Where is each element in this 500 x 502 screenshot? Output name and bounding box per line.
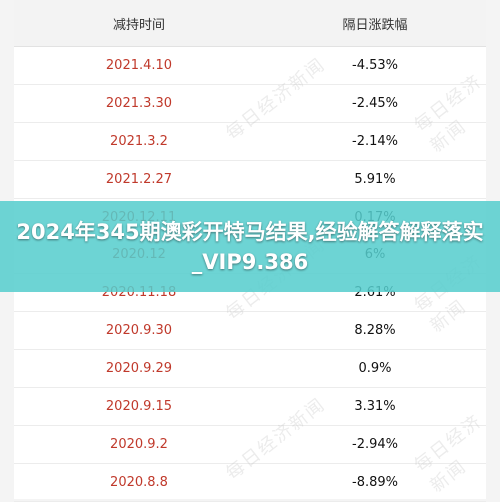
table-row: 2021.3.30 -2.45% <box>14 85 486 123</box>
date-cell: 2021.3.2 <box>110 133 168 149</box>
change-cell: 8.28% <box>354 323 396 339</box>
date-cell: 2020.9.15 <box>105 398 173 414</box>
banner-text: 2024年345期澳彩开特马结果,经验解答解释落实_VIP9.386 <box>16 219 484 274</box>
date-cell: 2020.8.8 <box>110 474 168 490</box>
header-change: 隔日涨跌幅 <box>342 17 408 33</box>
table-row: 2021.4.10 -4.53% <box>14 47 486 85</box>
change-cell: -2.14% <box>352 133 398 149</box>
change-cell: 5.91% <box>354 171 396 187</box>
table-row: 2021.2.27 5.91% <box>14 161 486 199</box>
change-cell: -8.89% <box>352 474 398 490</box>
title-banner: 2024年345期澳彩开特马结果,经验解答解释落实_VIP9.386 <box>0 201 500 292</box>
date-cell: 2021.4.10 <box>105 57 173 73</box>
table-row: 2020.9.30 8.28% <box>14 312 486 351</box>
table-header: 减持时间 隔日涨跌幅 <box>14 0 486 47</box>
date-cell: 2020.9.2 <box>110 436 168 452</box>
table-row: 2020.9.29 0.9% <box>14 350 486 389</box>
header-date: 减持时间 <box>112 17 165 33</box>
date-cell: 2021.3.30 <box>105 95 173 111</box>
change-cell: 0.9% <box>358 361 392 377</box>
table-row: 2020.8.8 -8.89% <box>14 464 486 502</box>
table-row: 2020.9.15 3.31% <box>14 388 486 426</box>
change-cell: -2.45% <box>352 95 398 111</box>
change-cell: -2.94% <box>352 436 398 452</box>
date-cell: 2020.9.29 <box>105 361 173 377</box>
date-cell: 2021.2.27 <box>105 171 173 187</box>
change-cell: -4.53% <box>352 57 398 73</box>
date-cell: 2020.9.30 <box>105 323 173 339</box>
change-cell: 3.31% <box>354 398 396 414</box>
table-row: 2020.9.2 -2.94% <box>14 426 486 464</box>
table-row: 2021.3.2 -2.14% <box>14 123 486 161</box>
